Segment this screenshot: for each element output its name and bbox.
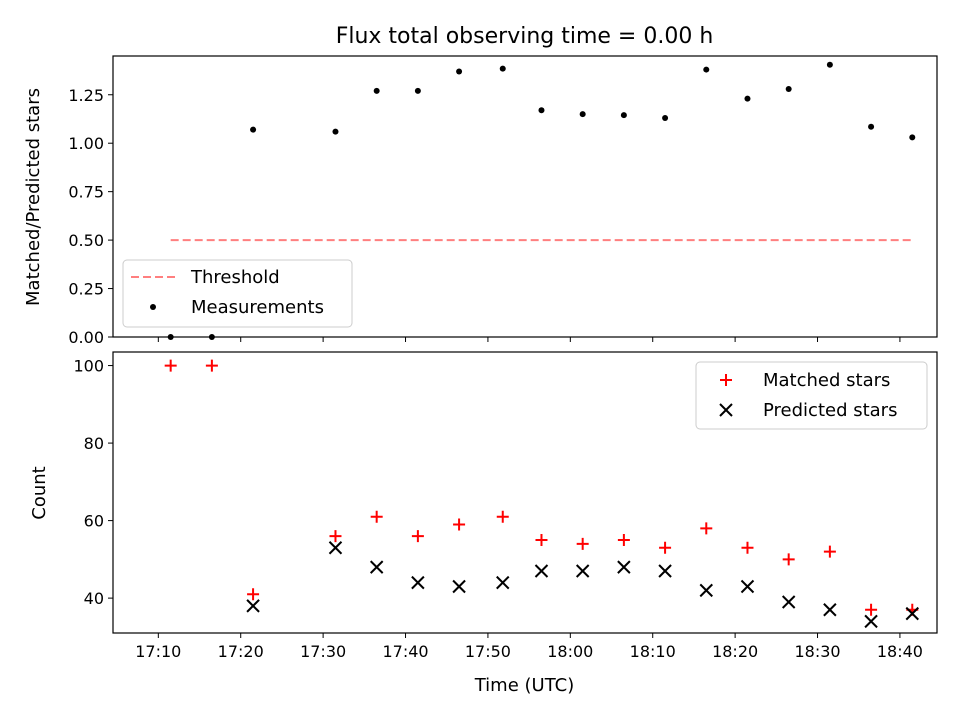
measurement-point (826, 61, 833, 68)
y-tick-label: 1.25 (68, 86, 104, 105)
y-tick-label: 0.25 (68, 280, 104, 299)
y-tick-label: 100 (73, 357, 104, 376)
predicted-point (864, 614, 878, 629)
matched-point (329, 530, 342, 543)
top-legend: Threshold Measurements (122, 259, 353, 328)
legend-box (122, 259, 353, 328)
predicted-point (496, 575, 510, 590)
x-axis-label: Time (UTC) (474, 675, 575, 696)
matched-point (659, 541, 672, 554)
measurement-point (785, 85, 792, 92)
measurement-point (909, 134, 916, 141)
x-tick-label: 17:20 (218, 642, 264, 661)
matched-point (164, 359, 177, 372)
y-tick-label: 40 (84, 589, 104, 608)
matched-point (576, 537, 589, 550)
predicted-point (246, 599, 260, 613)
plot-frame (112, 55, 938, 338)
predicted-point (740, 579, 755, 594)
x-tick-label: 18:20 (712, 642, 758, 661)
matched-point (370, 510, 383, 523)
matched-point (741, 541, 754, 554)
bottom-y-axis-label: Count (29, 466, 50, 519)
matched-point (453, 518, 466, 531)
predicted-point (699, 583, 713, 598)
legend-box (695, 361, 928, 430)
legend-matched-swatch (720, 374, 732, 386)
matched-point (247, 588, 260, 601)
measurement-point (456, 68, 463, 75)
x-tick-label: 18:00 (547, 642, 593, 661)
matched-point (782, 553, 795, 566)
predicted-point (328, 541, 343, 555)
y-tick-label: 80 (84, 434, 104, 453)
matched-point (865, 603, 878, 616)
measurement-point (620, 112, 627, 119)
measurement-point (662, 115, 669, 122)
x-tick-label: 17:30 (300, 642, 346, 661)
legend-measurement-label: Measurements (191, 297, 324, 318)
chart-title: Flux total observing time = 0.00 h (336, 24, 714, 49)
measurement-point (868, 123, 875, 130)
x-tick-label: 17:40 (382, 642, 428, 661)
predicted-point (823, 603, 837, 617)
measurement-point (538, 107, 545, 114)
x-tick-label: 18:10 (630, 642, 676, 661)
measurement-point (250, 126, 257, 133)
top-y-axis-label: Matched/Predicted stars (23, 88, 44, 306)
matched-point (535, 533, 548, 546)
measurement-point (499, 65, 506, 72)
predicted-point (411, 575, 425, 590)
y-tick-label: 60 (84, 512, 104, 531)
y-tick-label: 0.00 (68, 328, 104, 347)
measurement-point (414, 87, 421, 94)
top-panel: 0.00 0.25 0.50 0.75 1.00 1.25 Threshold Measure… (68, 55, 938, 347)
measurement-point (579, 111, 586, 118)
x-tick-label: 18:40 (877, 642, 923, 661)
legend-matched-label: Matched stars (763, 370, 890, 391)
predicted-point (658, 564, 672, 578)
matched-point (823, 545, 836, 558)
x-tick-label: 18:30 (794, 642, 840, 661)
predicted-point (534, 564, 549, 578)
matched-point (700, 522, 713, 535)
matched-point (617, 533, 630, 546)
predicted-point (452, 579, 466, 594)
bottom-legend: Matched stars Predicted stars (695, 361, 928, 430)
plot-frame (112, 351, 938, 634)
legend-predicted-swatch (719, 403, 733, 417)
predicted-point (905, 606, 919, 621)
y-tick-label: 0.75 (68, 183, 104, 202)
matched-point (411, 530, 424, 543)
bottom-panel: 17:10 17:20 17:30 17:40 17:50 18:00 18:10 18:20… (73, 351, 938, 661)
matched-point (205, 359, 218, 372)
predicted-point (781, 595, 796, 609)
y-tick-label: 0.50 (68, 231, 104, 250)
predicted-point (575, 564, 590, 578)
y-tick-label: 1.00 (68, 134, 104, 153)
legend-measurement-swatch (150, 304, 156, 310)
predicted-point (369, 560, 384, 574)
legend-threshold-label: Threshold (190, 267, 280, 288)
measurement-point (332, 128, 339, 135)
legend-predicted-label: Predicted stars (763, 400, 897, 421)
x-tick-label: 17:50 (465, 642, 511, 661)
x-tick-label: 17:10 (135, 642, 181, 661)
matched-point (496, 510, 509, 523)
measurement-point (744, 95, 751, 102)
measurement-point (373, 87, 380, 94)
predicted-point (617, 560, 631, 574)
measurement-point (703, 66, 710, 73)
